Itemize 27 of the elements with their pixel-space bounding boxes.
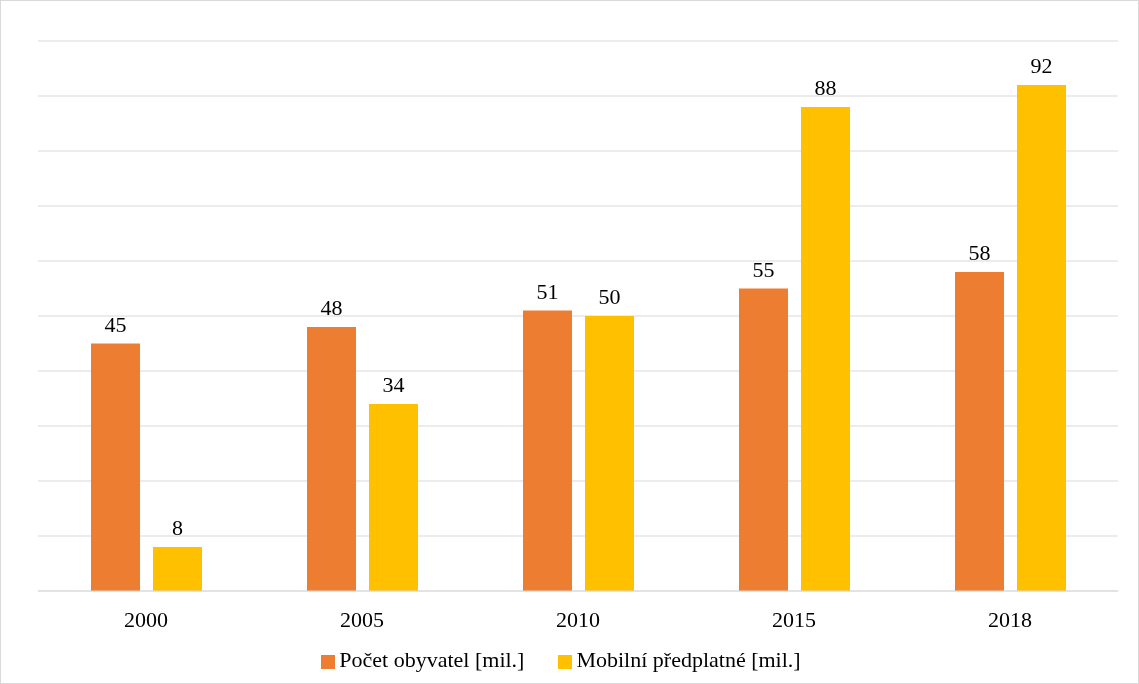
bar [1017,85,1066,591]
data-label: 51 [536,278,559,304]
x-tick-label: 2000 [124,606,168,632]
x-tick-label: 2018 [988,606,1032,632]
data-label: 34 [382,372,405,397]
bar [585,316,634,591]
x-tick-label: 2015 [772,606,816,632]
x-tick-label: 2010 [556,606,600,632]
bar [523,310,572,591]
x-tick-label: 2005 [340,606,384,632]
data-label: 92 [1030,53,1053,78]
data-label: 50 [598,284,621,309]
bar [369,404,418,591]
bar [91,343,140,591]
legend-label: Mobilní předplatné [mil.] [576,647,801,672]
data-label: 45 [104,311,127,337]
bar [801,107,850,591]
data-label: 88 [814,75,837,100]
bar [153,547,202,591]
data-label: 48 [320,295,343,320]
legend-label: Počet obyvatel [mil.] [339,647,525,672]
bar [739,288,788,591]
bar [955,272,1004,591]
data-label: 58 [968,240,991,265]
bar [307,327,356,591]
data-label: 55 [752,256,775,282]
data-label: 8 [172,515,183,540]
